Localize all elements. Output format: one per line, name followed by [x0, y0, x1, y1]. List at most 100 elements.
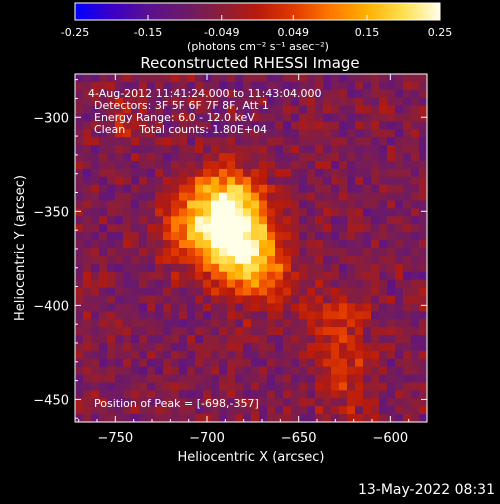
heatmap-cell — [203, 81, 212, 91]
heatmap-cell — [299, 295, 308, 304]
heatmap-cell — [179, 366, 188, 376]
heatmap-cell — [115, 287, 124, 297]
heatmap-cell — [339, 390, 348, 399]
heatmap-cell — [395, 81, 404, 91]
annotations: 4-Aug-2012 11:41:24.000 to 11:43:04.000 … — [88, 87, 322, 410]
heatmap-cell — [315, 303, 324, 312]
heatmap-cell — [219, 168, 228, 178]
heatmap-cell — [203, 153, 212, 162]
heatmap-cell — [363, 129, 372, 138]
heatmap-cell — [251, 398, 260, 407]
heatmap-cell — [171, 232, 180, 241]
heatmap-cell — [187, 295, 196, 304]
heatmap-cell — [315, 406, 324, 415]
heatmap-cell — [275, 390, 284, 399]
heatmap-cell — [411, 342, 420, 352]
heatmap-cell — [115, 97, 124, 107]
heatmap-cell — [323, 161, 332, 170]
heatmap-cell — [379, 311, 388, 320]
heatmap-cell — [155, 398, 164, 407]
heatmap-cell — [99, 366, 108, 376]
plot-frame — [74, 73, 428, 423]
heatmap-cell — [219, 382, 228, 391]
heatmap-cell — [179, 161, 188, 170]
heatmap-cell — [259, 81, 268, 91]
heatmap-cell — [339, 374, 348, 384]
heatmap-cell — [99, 113, 108, 123]
heatmap-cell — [259, 137, 268, 146]
heatmap-cell — [211, 137, 220, 146]
heatmap-cell — [419, 350, 428, 360]
heatmap-cell — [147, 232, 156, 241]
heatmap-cell — [323, 319, 332, 328]
heatmap-cell — [195, 374, 204, 384]
heatmap-cell — [227, 184, 236, 194]
heatmap-cell — [347, 295, 356, 304]
heatmap-cell — [347, 224, 356, 233]
heatmap-cell — [251, 303, 260, 312]
heatmap-cell — [243, 208, 252, 217]
heatmap-cell — [275, 153, 284, 162]
heatmap-cell — [139, 255, 148, 265]
heatmap-cell — [315, 271, 324, 281]
heatmap-cell — [139, 319, 148, 328]
heatmap-cell — [219, 161, 228, 170]
heatmap-cell — [75, 311, 84, 320]
heatmap-cell — [123, 248, 132, 257]
heatmap-cell — [267, 350, 276, 360]
heatmap-cell — [419, 81, 428, 91]
heatmap-cell — [323, 303, 332, 312]
heatmap-cell — [131, 161, 140, 170]
heatmap-cell — [219, 398, 228, 407]
heatmap-cell — [411, 74, 420, 83]
heatmap-cell — [211, 406, 220, 415]
heatmap-cell — [163, 263, 172, 273]
heatmap-cell — [363, 224, 372, 233]
heatmap-cell — [115, 311, 124, 320]
heatmap-cell — [91, 216, 100, 225]
heatmap-cell — [83, 200, 92, 210]
heatmap-cell — [187, 279, 196, 289]
heatmap-cell — [91, 113, 100, 123]
heatmap-cell — [347, 350, 356, 360]
heatmap-cell — [355, 414, 364, 423]
heatmap-cell — [139, 145, 148, 154]
heatmap-cell — [291, 382, 300, 391]
heatmap-cell — [107, 129, 116, 138]
heatmap-cell — [211, 248, 220, 257]
heatmap-cell — [107, 232, 116, 241]
heatmap-cell — [419, 105, 428, 115]
heatmap-cell — [283, 390, 292, 399]
heatmap-cell — [363, 81, 372, 91]
heatmap-cell — [275, 319, 284, 328]
heatmap-cell — [355, 224, 364, 233]
heatmap-cell — [347, 192, 356, 202]
heatmap-cell — [411, 121, 420, 130]
heatmap-cell — [235, 81, 244, 91]
heatmap-cell — [147, 279, 156, 289]
heatmap-cell — [259, 295, 268, 304]
heatmap-cell — [211, 374, 220, 384]
heatmap-cell — [387, 105, 396, 115]
heatmap-cell — [331, 113, 340, 123]
heatmap-cell — [99, 89, 108, 99]
heatmap-cell — [291, 89, 300, 99]
heatmap-cell — [83, 176, 92, 186]
heatmap-cell — [283, 279, 292, 289]
heatmap-cell — [155, 208, 164, 217]
heatmap-cell — [331, 97, 340, 107]
heatmap-cell — [75, 89, 84, 99]
heatmap-cell — [347, 287, 356, 297]
x-axis-label: Heliocentric X (arcsec) — [178, 450, 325, 465]
heatmap-cell — [115, 327, 124, 336]
heatmap-cell — [283, 342, 292, 352]
heatmap-cell — [147, 303, 156, 312]
heatmap-cell — [187, 208, 196, 217]
heatmap-cell — [115, 161, 124, 170]
heatmap-cell — [403, 145, 412, 154]
heatmap-cell — [171, 176, 180, 186]
heatmap-cell — [307, 414, 316, 423]
heatmap-cell — [331, 224, 340, 233]
heatmap-cell — [219, 271, 228, 281]
heatmap-cell — [395, 271, 404, 281]
